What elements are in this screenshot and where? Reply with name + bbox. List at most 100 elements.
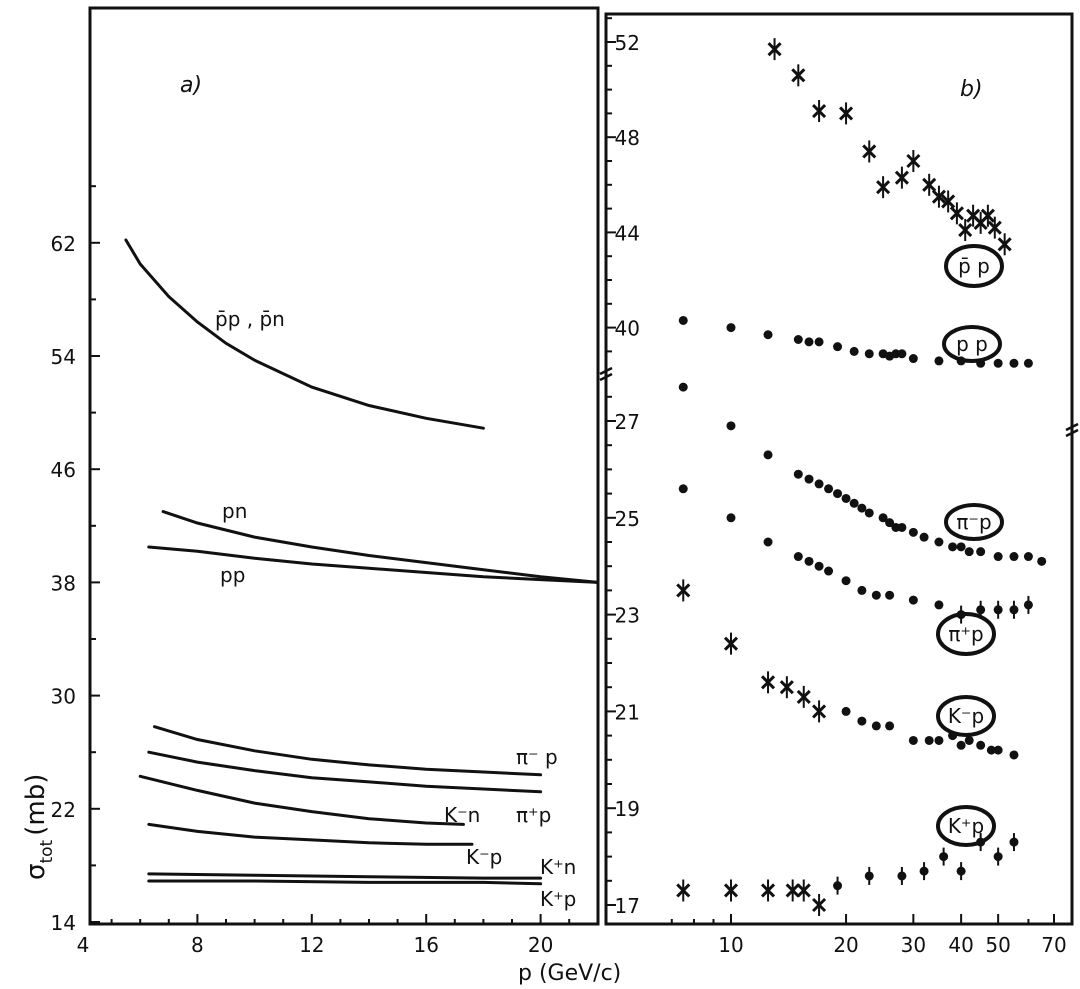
x-axis-label: p (GeV/c) xyxy=(518,961,621,986)
label-a-pim-p: π⁻ p xyxy=(516,745,558,769)
panel-a-title: a) xyxy=(180,73,202,98)
b-xtick-label: 30 xyxy=(901,933,926,957)
point-pip-p xyxy=(726,513,736,523)
point-km-p xyxy=(723,632,739,655)
point-pp xyxy=(1023,358,1033,368)
point-pim-p xyxy=(1009,552,1019,562)
point-pim-p xyxy=(976,547,986,557)
point-km-p xyxy=(796,685,811,708)
a-ytick-label: 30 xyxy=(51,685,76,709)
point-kp-p xyxy=(723,879,739,902)
point-kp-p xyxy=(897,866,907,885)
panel-a-curves xyxy=(124,238,600,886)
point-pim-p xyxy=(964,547,974,557)
point-pim-p xyxy=(814,479,824,489)
point-km-p xyxy=(885,721,895,731)
badge-b-km-p: K⁻p xyxy=(936,695,996,737)
a-ytick-label: 14 xyxy=(51,911,76,935)
point-pim-p xyxy=(1037,556,1047,566)
point-kp-p xyxy=(1009,833,1019,852)
point-pp xyxy=(833,342,843,352)
point-pim-p xyxy=(849,498,859,508)
badge-b-pip-p-text: π⁺p xyxy=(948,622,983,646)
panel-a-frame xyxy=(88,6,600,926)
curve-k-n xyxy=(147,872,543,880)
point-km-p xyxy=(857,716,867,726)
b-xtick-label: 10 xyxy=(718,933,743,957)
point-km-p xyxy=(779,676,794,699)
a-xtick-label: 4 xyxy=(77,933,90,957)
b-ytick-label-upper: 52 xyxy=(615,31,640,55)
point-pip-p xyxy=(857,585,867,595)
point-pim-p xyxy=(919,532,929,542)
point-pip-p xyxy=(793,552,803,562)
point-km-p xyxy=(841,706,851,716)
curve-k-n xyxy=(138,774,465,826)
a-ytick-label: 62 xyxy=(51,232,76,256)
b-ytick-label-upper: 48 xyxy=(615,126,640,150)
point-km-p xyxy=(1009,750,1019,760)
a-ytick-label: 46 xyxy=(51,458,76,482)
a-ytick-label: 22 xyxy=(51,798,76,822)
point-kp-p xyxy=(812,894,827,916)
point-pbar-p xyxy=(906,150,921,172)
point-pp xyxy=(993,358,1003,368)
point-pbar-p xyxy=(980,204,995,227)
point-km-p xyxy=(871,721,881,731)
curve-k-p xyxy=(147,879,543,886)
point-pbar-p xyxy=(973,211,988,234)
point-pp xyxy=(814,337,824,347)
label-a-kp-n: K⁺n xyxy=(540,855,576,879)
point-km-p xyxy=(976,740,986,750)
badge-b-pbar-p-text: p̄ p xyxy=(958,254,990,278)
point-pim-p xyxy=(804,474,814,484)
y-axis-label-unit: (mb) xyxy=(21,774,51,836)
point-pim-p xyxy=(897,522,907,532)
point-kp-p xyxy=(939,847,949,866)
point-kp-p xyxy=(785,879,800,902)
curve-p xyxy=(147,750,543,794)
point-km-p xyxy=(924,735,934,745)
b-xtick-label: 40 xyxy=(948,933,973,957)
b-xtick-label: 70 xyxy=(1041,933,1066,957)
point-pbar-p xyxy=(767,38,782,61)
badge-b-kp-p-text: K⁺p xyxy=(948,814,984,838)
point-pp xyxy=(897,349,907,359)
label-a-km-n: K⁻n xyxy=(444,803,480,827)
curve-k-p xyxy=(147,822,474,846)
panel-b-axes: 40 44 48 52 17 19 21 23 25 27 10 20 30 40 50 70 xyxy=(606,17,1067,957)
b-xtick-label: 50 xyxy=(985,933,1010,957)
point-pbar-p xyxy=(838,102,854,125)
y-axis-label: σtot (mb) xyxy=(21,774,57,880)
badge-b-km-p-text: K⁻p xyxy=(948,704,984,728)
y-axis-label-main: σ xyxy=(21,864,51,880)
point-pim-p xyxy=(908,527,918,537)
point-pbar-p xyxy=(997,233,1012,256)
point-pip-p xyxy=(814,561,824,571)
point-pim-p xyxy=(878,513,888,523)
axis-break-left xyxy=(599,366,613,382)
point-pim-p xyxy=(857,503,867,513)
b-ytick-label-lower: 27 xyxy=(615,410,640,434)
point-km-p xyxy=(934,735,944,745)
point-pip-p xyxy=(908,595,918,605)
point-pim-p xyxy=(793,469,803,479)
panel-a-axes: 14 22 30 38 46 54 62 4 8 12 16 20 xyxy=(51,185,571,957)
a-xtick-label: 16 xyxy=(413,933,438,957)
badge-b-pp: p p xyxy=(942,325,1002,363)
label-a-pn: pn xyxy=(222,499,247,523)
b-xtick-label: 20 xyxy=(833,933,858,957)
point-pim-p xyxy=(841,493,851,503)
point-kp-p xyxy=(833,876,843,895)
point-pp xyxy=(763,330,773,340)
point-kp-p xyxy=(956,862,966,881)
b-ytick-label-lower: 17 xyxy=(615,894,640,918)
a-xtick-label: 8 xyxy=(191,933,204,957)
point-pip-p xyxy=(841,576,851,586)
point-pp xyxy=(934,356,944,366)
point-pim-p xyxy=(824,484,834,494)
curve-pn xyxy=(161,510,600,584)
point-pbar-p xyxy=(894,166,909,189)
point-km-p xyxy=(993,745,1003,755)
b-ytick-label-lower: 21 xyxy=(615,700,640,724)
